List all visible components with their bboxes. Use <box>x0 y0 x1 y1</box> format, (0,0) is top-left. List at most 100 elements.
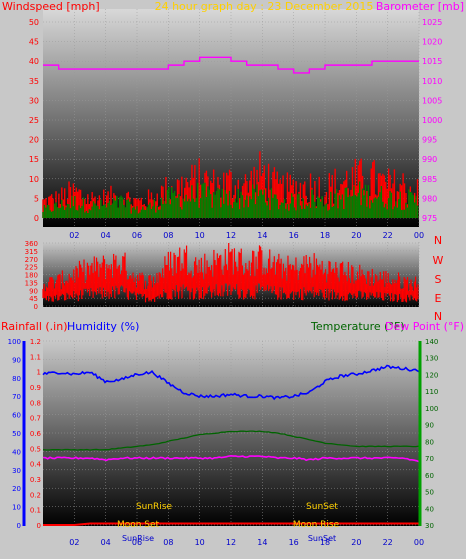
compass-label: E <box>435 292 442 305</box>
panel3-x-tick-label: 14 <box>257 538 267 547</box>
panel1-x-tick-label: 10 <box>195 231 205 240</box>
panel1-x-tick-label: 16 <box>289 231 299 240</box>
compass-label: W <box>433 254 444 267</box>
panel1-x-tick-label: 02 <box>69 231 79 240</box>
temperature-tick-label: 60 <box>425 472 434 480</box>
panel1-center-title: 24 hour graph day : 23 December 2015 <box>155 0 374 13</box>
humidity-tick-label: 70 <box>12 393 21 401</box>
panel3-x-tick-label: 06 <box>132 538 142 547</box>
panel1-left-tick-label: 35 <box>29 77 39 86</box>
rainfall-line <box>43 522 419 526</box>
sunrise-label: SunRise <box>136 502 173 512</box>
temperature-tick-label: 90 <box>425 422 434 430</box>
panel1-right-tick-label: 980 <box>422 194 437 203</box>
panel1-right-tick-label: 1010 <box>422 77 442 86</box>
rain-tick-label: 0.1 <box>30 507 41 515</box>
panel3-grid <box>43 340 420 526</box>
panel2-tick-label: 45 <box>29 295 38 303</box>
panel3-temperature-label: Temperature (°F) <box>310 320 405 333</box>
humidity-tick-label: 60 <box>12 412 21 420</box>
panel1-left-tick-label: 40 <box>29 57 39 66</box>
panel1-x-tick-label: 18 <box>320 231 330 240</box>
compass-label: N <box>434 310 442 323</box>
rain-tick-label: 0.3 <box>30 476 41 484</box>
panel1-x-tick-label: 20 <box>351 231 361 240</box>
rain-tick-label: 0.5 <box>30 445 41 453</box>
panel3-series <box>42 364 420 526</box>
panel3-x-tick-label: 22 <box>383 538 393 547</box>
panel1-left-tick-label: 25 <box>29 116 39 125</box>
panel3-dewpoint-label: Dew Point (°F) <box>385 320 464 333</box>
panel1-x-tick-label: 12 <box>226 231 236 240</box>
humidity-tick-label: 30 <box>12 467 21 475</box>
panel3-x-tick-label: 12 <box>226 538 236 547</box>
panel3-x-tick-label: 18 <box>320 538 330 547</box>
panel1-right-tick-label: 995 <box>422 136 437 145</box>
panel2-tick-label: 225 <box>25 264 38 272</box>
humidity-tick-label: 100 <box>8 338 21 346</box>
rain-tick-label: 1.2 <box>30 338 41 346</box>
panel3-x-tick-label: 20 <box>351 538 361 547</box>
temperature-tick-label: 110 <box>425 388 438 396</box>
sunset-bottom-label: SunSet <box>308 534 336 543</box>
temperature-tick-label: 40 <box>425 505 434 513</box>
humidity-tick-label: 10 <box>12 504 21 512</box>
panel1-x-tick-label: 00 <box>414 231 424 240</box>
temperature-tick-label: 30 <box>425 522 434 530</box>
compass-label: S <box>435 273 442 286</box>
panel1-x-tick-label: 04 <box>101 231 111 240</box>
dewpoint-line <box>42 454 420 463</box>
panel1-grid <box>43 9 420 227</box>
panel2-tick-label: 270 <box>25 256 38 264</box>
panel1-left-tick-label: 0 <box>34 214 39 223</box>
humidity-tick-label: 0 <box>17 522 21 530</box>
moonset-label: Moon Set <box>117 520 160 530</box>
sunrise-bottom-label: SunRise <box>122 534 154 543</box>
rain-tick-label: 1 <box>37 369 41 377</box>
temperature-tick-label: 130 <box>425 355 438 363</box>
rain-tick-label: 1.1 <box>30 353 41 361</box>
panel1-left-tick-label: 5 <box>34 194 39 203</box>
panel1-right-tick-label: 1025 <box>422 18 442 27</box>
rain-tick-label: 0.6 <box>30 430 42 438</box>
panel1-axes: 0510152025303540455097598098599099510001… <box>29 18 443 240</box>
rain-tick-label: 0.4 <box>30 461 42 469</box>
temperature-tick-label: 80 <box>425 438 434 446</box>
panel1-left-tick-label: 20 <box>29 136 39 145</box>
panel3-x-tick-label: 10 <box>195 538 205 547</box>
humidity-tick-label: 90 <box>12 356 21 364</box>
panel2-tick-label: 315 <box>25 248 38 256</box>
panel2-tick-label: 360 <box>25 240 38 248</box>
panel1-x-tick-label: 08 <box>163 231 173 240</box>
humidity-tick-label: 50 <box>12 430 21 438</box>
temperature-tick-label: 50 <box>425 489 434 497</box>
temperature-tick-label: 100 <box>425 405 438 413</box>
panel1-right-tick-label: 1000 <box>422 116 442 125</box>
temperature-tick-label: 120 <box>425 371 438 379</box>
panel1-right-tick-label: 985 <box>422 175 437 184</box>
panel1-x-tick-label: 06 <box>132 231 142 240</box>
panel2-tick-label: 135 <box>25 279 38 287</box>
panel3-x-tick-label: 00 <box>414 538 424 547</box>
temperature-line <box>42 430 420 451</box>
panel1-left-tick-label: 15 <box>29 155 39 164</box>
humidity-tick-label: 80 <box>12 375 21 383</box>
panel3-humidity-label: Humidity (%) <box>67 320 139 333</box>
temperature-tick-label: 140 <box>425 338 438 346</box>
rain-tick-label: 0.9 <box>30 384 41 392</box>
rain-tick-label: 0.7 <box>30 415 41 423</box>
panel1-right-tick-label: 975 <box>422 214 437 223</box>
panel1-right-tick-label: 990 <box>422 155 437 164</box>
panel1-right-title: Barometer [mb] <box>376 0 464 13</box>
panel3-rainfall-label: Rainfall (.in) <box>1 320 68 333</box>
humidity-tick-label: 20 <box>12 485 21 493</box>
panel3-axes: 010203040506070809010000.10.20.30.40.50.… <box>8 338 439 547</box>
moonrise-label: Moon Rise <box>293 520 340 530</box>
panel1-left-tick-label: 50 <box>29 18 39 27</box>
humidity-line <box>42 364 420 401</box>
temperature-tick-label: 70 <box>425 455 434 463</box>
panel3-x-tick-label: 16 <box>289 538 299 547</box>
